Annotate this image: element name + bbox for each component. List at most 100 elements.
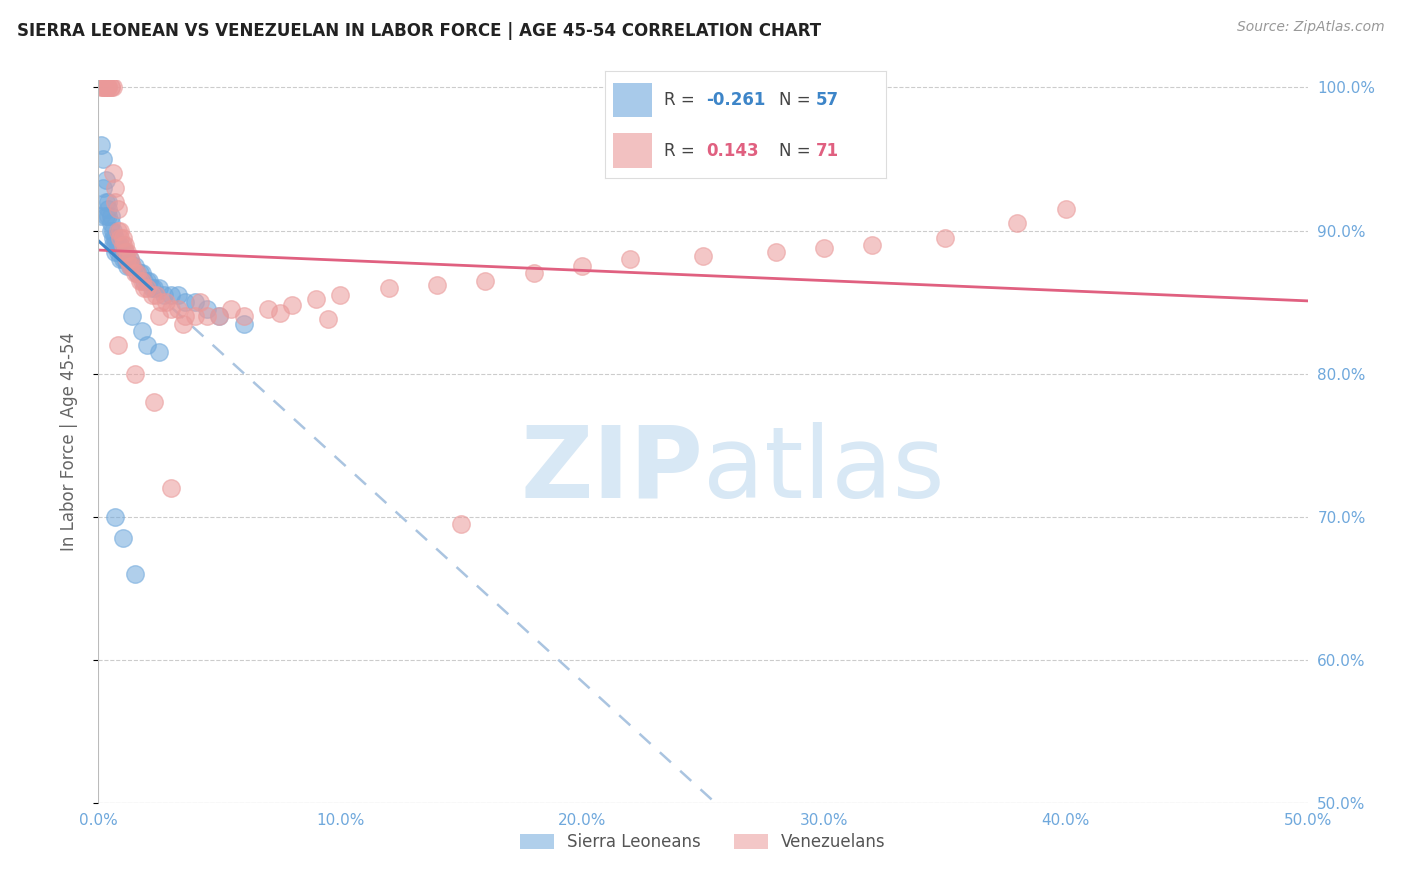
Point bbox=[860, 237, 883, 252]
Point bbox=[118, 252, 141, 266]
Point bbox=[94, 173, 117, 187]
Point bbox=[117, 252, 139, 266]
Point bbox=[124, 367, 146, 381]
Point bbox=[111, 230, 134, 244]
Point bbox=[167, 302, 190, 317]
Point bbox=[232, 317, 254, 331]
Point bbox=[150, 295, 173, 310]
Point bbox=[174, 310, 197, 324]
Point bbox=[131, 324, 153, 338]
Point bbox=[1007, 216, 1029, 230]
Point bbox=[118, 252, 141, 266]
Point bbox=[100, 216, 122, 230]
Point bbox=[141, 281, 163, 295]
Point bbox=[184, 295, 207, 310]
Point bbox=[100, 80, 122, 95]
Point bbox=[100, 209, 122, 223]
Point bbox=[108, 223, 131, 237]
Point bbox=[127, 267, 149, 281]
Point bbox=[117, 252, 139, 266]
Point bbox=[107, 338, 129, 352]
Point bbox=[97, 202, 120, 216]
Point bbox=[135, 281, 157, 295]
Point bbox=[91, 80, 114, 95]
Point bbox=[329, 288, 352, 302]
Point bbox=[121, 260, 143, 274]
Point bbox=[111, 252, 134, 266]
Point bbox=[97, 80, 120, 95]
Text: R =: R = bbox=[664, 142, 704, 160]
Point bbox=[97, 194, 120, 209]
Point bbox=[281, 298, 304, 312]
Point bbox=[167, 288, 190, 302]
Point bbox=[148, 281, 170, 295]
Point bbox=[101, 80, 124, 95]
Point bbox=[118, 260, 141, 274]
Point bbox=[94, 80, 117, 95]
Point bbox=[160, 288, 183, 302]
Point bbox=[934, 230, 956, 244]
Point bbox=[117, 244, 139, 259]
Point bbox=[94, 194, 117, 209]
Point bbox=[134, 274, 156, 288]
Point bbox=[101, 166, 124, 180]
Point bbox=[97, 209, 120, 223]
Point bbox=[94, 209, 117, 223]
Point bbox=[377, 281, 399, 295]
Point bbox=[571, 260, 593, 274]
Point bbox=[107, 244, 129, 259]
Point bbox=[143, 395, 166, 409]
Point bbox=[135, 338, 157, 352]
Point bbox=[143, 281, 166, 295]
Text: SIERRA LEONEAN VS VENEZUELAN IN LABOR FORCE | AGE 45-54 CORRELATION CHART: SIERRA LEONEAN VS VENEZUELAN IN LABOR FO… bbox=[17, 22, 821, 40]
Point bbox=[114, 244, 136, 259]
Point bbox=[195, 310, 218, 324]
Point bbox=[104, 194, 127, 209]
Point bbox=[91, 80, 114, 95]
Point bbox=[104, 230, 127, 244]
Point bbox=[256, 302, 278, 317]
Point bbox=[104, 509, 127, 524]
Point bbox=[108, 230, 131, 244]
Point bbox=[104, 180, 127, 194]
Point bbox=[148, 310, 170, 324]
Point bbox=[160, 302, 183, 317]
Point bbox=[128, 274, 150, 288]
Point bbox=[124, 267, 146, 281]
Point bbox=[107, 202, 129, 216]
Point bbox=[91, 180, 114, 194]
Point bbox=[121, 310, 143, 324]
Point bbox=[474, 274, 496, 288]
Text: ZIP: ZIP bbox=[520, 422, 703, 519]
Point bbox=[692, 249, 714, 263]
Point bbox=[118, 260, 141, 274]
Point bbox=[155, 295, 177, 310]
Point bbox=[305, 292, 328, 306]
Point bbox=[107, 237, 129, 252]
Text: 0.143: 0.143 bbox=[706, 142, 758, 160]
Point bbox=[114, 252, 136, 266]
Point bbox=[127, 267, 149, 281]
Point bbox=[131, 267, 153, 281]
Text: R =: R = bbox=[664, 91, 700, 109]
Point bbox=[107, 223, 129, 237]
Point bbox=[91, 152, 114, 166]
Point bbox=[124, 566, 146, 581]
Point bbox=[232, 310, 254, 324]
Point bbox=[94, 80, 117, 95]
Point bbox=[97, 80, 120, 95]
Point bbox=[208, 310, 231, 324]
Point bbox=[148, 345, 170, 359]
Point bbox=[134, 281, 156, 295]
Point bbox=[108, 237, 131, 252]
Point bbox=[90, 209, 112, 223]
Point bbox=[184, 310, 207, 324]
Point bbox=[124, 260, 146, 274]
Point bbox=[188, 295, 211, 310]
Point bbox=[138, 274, 160, 288]
Point bbox=[111, 237, 134, 252]
Point bbox=[426, 277, 449, 292]
Point bbox=[111, 244, 134, 259]
Point bbox=[1054, 202, 1077, 216]
Point bbox=[131, 274, 153, 288]
